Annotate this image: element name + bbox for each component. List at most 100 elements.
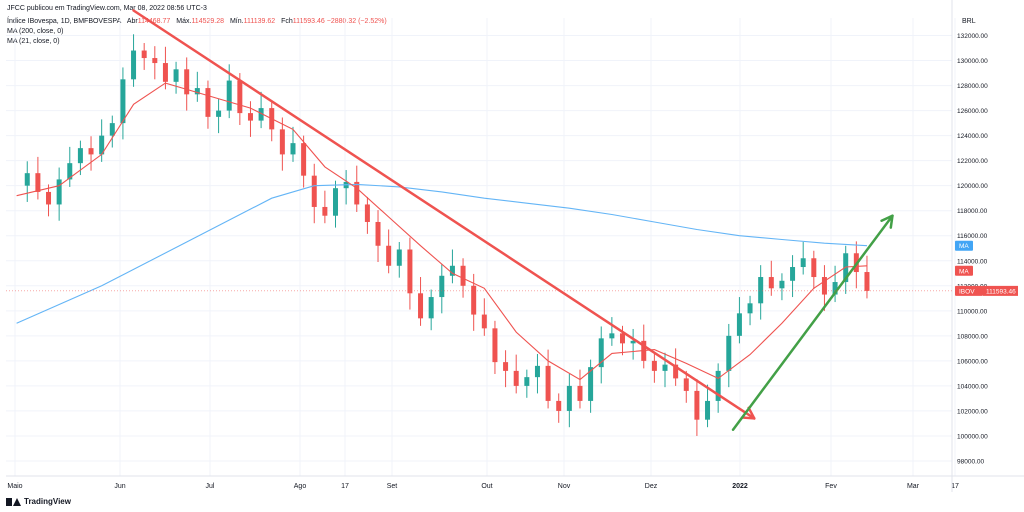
candle-body [513,370,519,386]
x-tick-label: Maio [7,483,22,490]
low-value: 111139.62 [243,18,276,25]
candle-body [439,275,445,298]
candle-body [534,365,540,378]
y-tick-label: 124000.00 [957,133,988,140]
y-tick-label: 106000.00 [957,358,988,365]
candle-body [354,181,360,205]
price-tag-label: IBOV [959,288,975,295]
candle-body [779,280,785,289]
publisher-line: JFCC publicou em TradingView.com, Mar 08… [7,5,207,12]
y-tick-label: 104000.00 [957,383,988,390]
x-tick-label: Set [387,483,398,490]
x-tick-label: 2022 [732,483,748,490]
x-tick-label: Fev [825,483,837,490]
close-value: 111593.46 [292,18,325,25]
candle-body [577,385,583,401]
candle-body [460,265,466,286]
candle-body [492,328,498,363]
candle-body [758,277,764,304]
candle-body [67,163,73,180]
candle-body [705,400,711,420]
change-value: −2880.32 (−2.52%) [326,18,387,25]
candle-body [301,143,307,176]
x-tick-label: 17 [951,483,959,490]
candle-body [35,173,41,192]
candle-body [46,191,52,205]
price-value-tag [983,285,1018,296]
price-tag [955,285,983,296]
candle-body [279,129,285,155]
y-tick-label: 118000.00 [957,208,988,215]
y-tick-label: 122000.00 [957,158,988,165]
candle-body [24,173,30,186]
close-label: Fch [281,18,293,25]
candle-body [173,69,179,82]
candle-body [216,110,222,117]
candle-body [736,313,742,336]
candle-body [258,108,264,121]
candle-body [726,335,732,371]
candle-body [619,333,625,344]
candle-body [598,338,604,368]
candle-body [311,175,317,207]
candle-body [768,277,774,289]
ma21-legend[interactable]: MA (21, close, 0) [7,38,60,45]
ma200-tag [955,240,973,251]
candle-body [428,297,434,319]
candle-body [131,50,137,80]
candle-body [481,314,487,329]
candle-body [715,370,721,401]
candle-body [194,88,200,95]
main-legend: Índice IBovespa, 1D, BMFBOVESPA Abr11446… [7,17,387,26]
candle-body [503,362,509,371]
y-tick-label: 126000.00 [957,108,988,115]
candle-body [333,188,339,216]
x-tick-label: Ago [294,483,307,490]
currency-label: BRL [962,18,976,25]
candle-body [588,367,594,401]
candle-body [109,123,115,136]
ma200-line [16,183,868,324]
candle-body [205,88,211,117]
tradingview-logo: TradingView [6,497,71,506]
x-tick-label: Jul [206,483,215,490]
candle-body [375,221,381,246]
y-tick-label: 116000.00 [957,233,988,240]
candle-body [322,206,328,216]
candle-body [694,390,700,420]
y-tick-label: 132000.00 [957,33,988,40]
candle-body [99,135,105,155]
y-tick-label: 100000.00 [957,433,988,440]
downtrend-line [132,9,756,420]
x-tick-label: Out [481,483,492,490]
candle-body [800,258,806,268]
candle-body [524,377,530,386]
candle-body [449,265,455,276]
symbol-name: Índice IBovespa, 1D, BMFBOVESPA [7,18,121,25]
candle-body [747,303,753,314]
ma200-tag-label: MA [959,243,969,250]
y-tick-label: 110000.00 [957,308,988,315]
y-tick-label: 130000.00 [957,58,988,65]
candle-body [141,50,147,59]
candle-body [386,245,392,266]
candle-body [566,385,572,411]
ma200-legend[interactable]: MA (200, close, 0) [7,28,64,35]
high-value: 114529.28 [191,18,225,25]
candle-body [471,285,477,315]
price-value-label: 111593.46 [986,288,1016,295]
candle-body [790,267,796,281]
x-tick-label: Nov [558,483,571,490]
candle-body [184,69,190,95]
open-value: 114468.77 [137,18,171,25]
candle-body [673,364,679,379]
candle-body [77,148,83,164]
candle-body [396,249,402,266]
candle-body [609,333,615,339]
candle-body [662,364,668,371]
candle-body [418,293,424,319]
candle-body [88,148,94,155]
ma21-tag [955,265,973,276]
candle-body [630,340,636,344]
